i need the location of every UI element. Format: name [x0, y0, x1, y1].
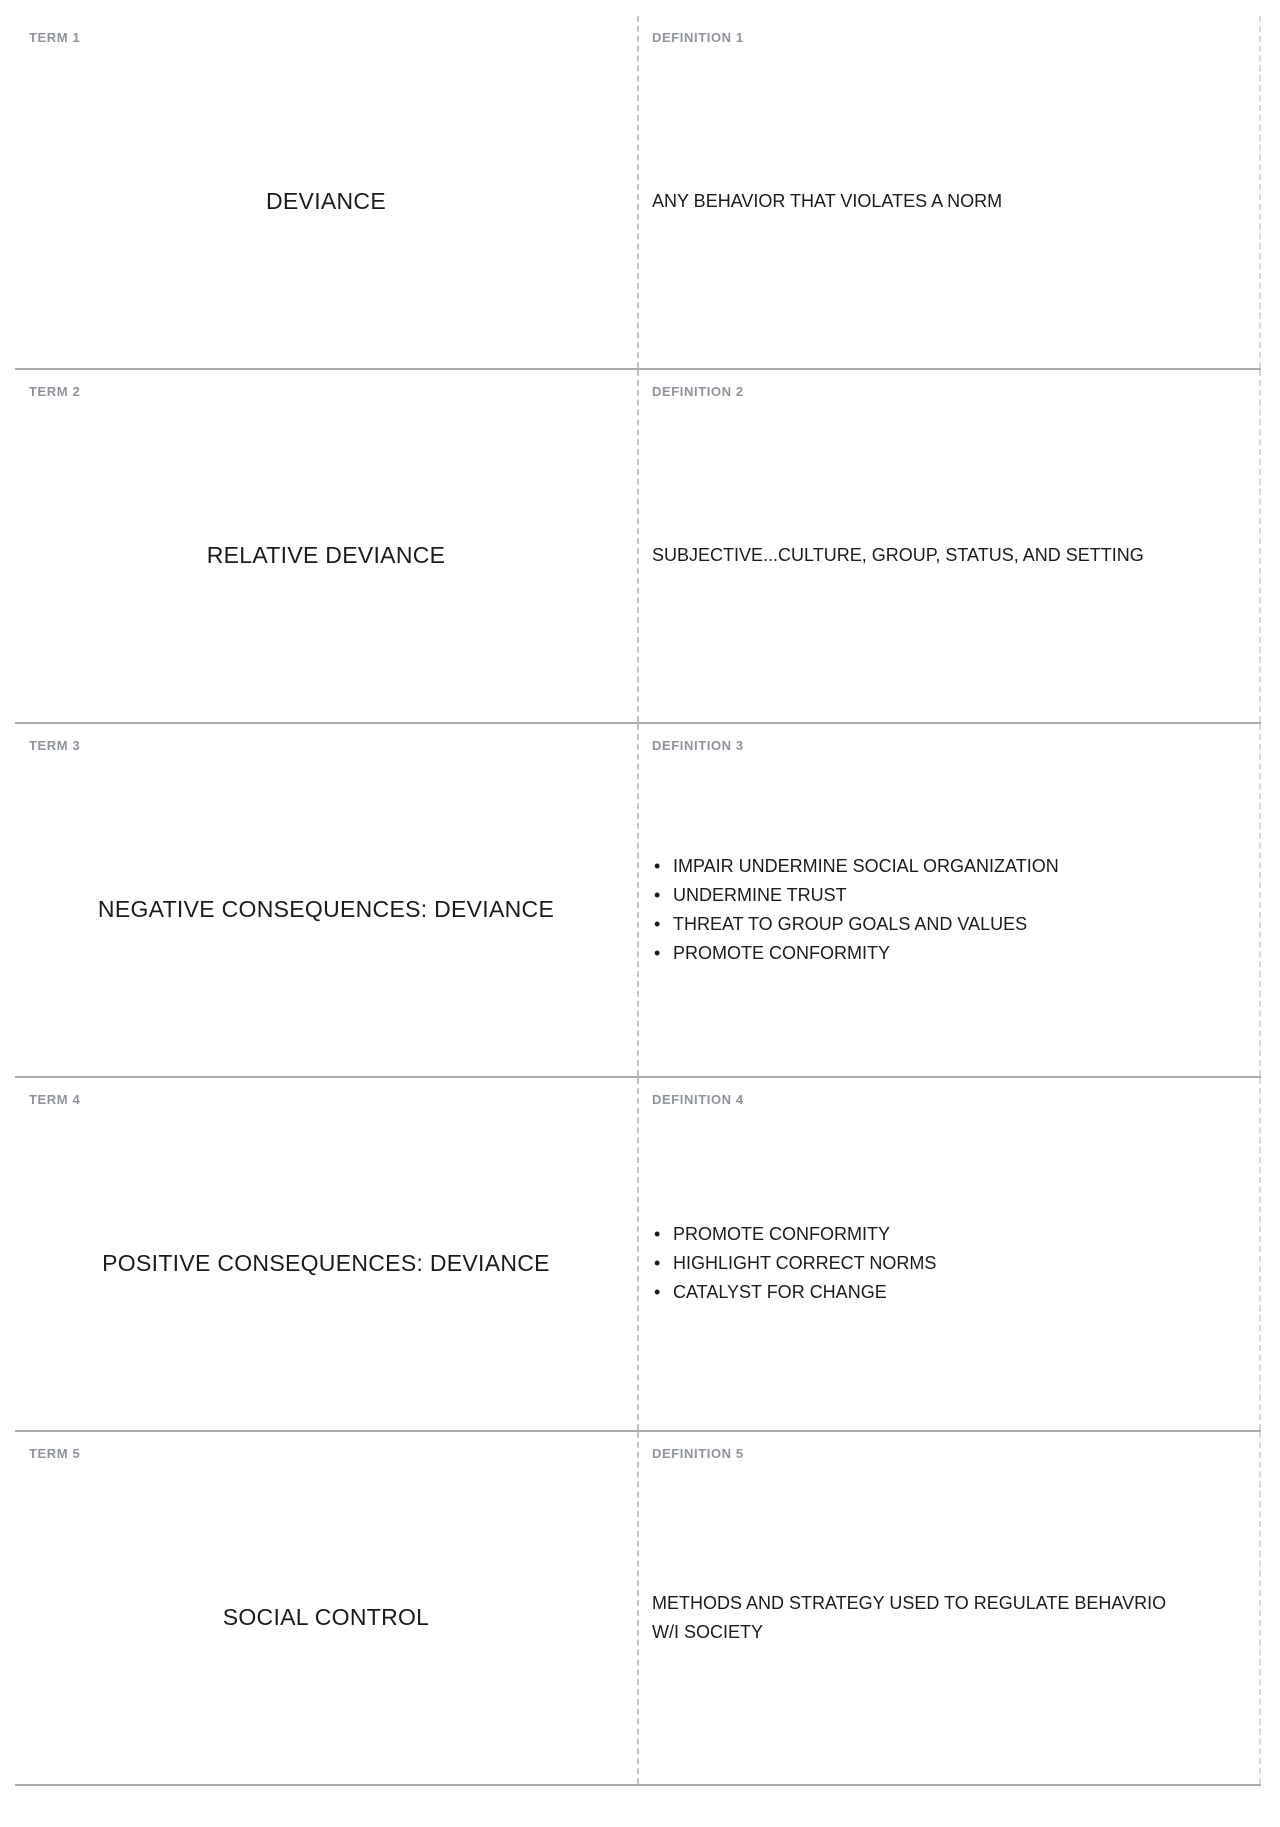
flashcard-sheet: TERM 1 DEVIANCE DEFINITION 1 ANY BEHAVIO… — [15, 16, 1261, 1786]
term-label: TERM 5 — [29, 1446, 81, 1461]
definition-bullet-item: PROMOTE CONFORMITY — [652, 939, 1059, 968]
flashcard-row: TERM 2 RELATIVE DEVIANCE DEFINITION 2 SU… — [15, 370, 1261, 724]
term-cell: TERM 3 NEGATIVE CONSEQUENCES: DEVIANCE — [15, 724, 639, 1076]
definition-bullet-item: HIGHLIGHT CORRECT NORMS — [652, 1249, 936, 1278]
definition-cell: DEFINITION 3 IMPAIR UNDERMINE SOCIAL ORG… — [639, 724, 1261, 1076]
definition-cell: DEFINITION 5 METHODS AND STRATEGY USED T… — [639, 1432, 1261, 1784]
term-cell: TERM 1 DEVIANCE — [15, 16, 639, 368]
term-text: RELATIVE DEVIANCE — [206, 542, 446, 568]
term-cell: TERM 2 RELATIVE DEVIANCE — [15, 370, 639, 722]
flashcard-row: TERM 5 SOCIAL CONTROL DEFINITION 5 METHO… — [15, 1432, 1261, 1786]
definition-text: ANY BEHAVIOR THAT VIOLATES A NORM — [652, 191, 1003, 211]
term-body: POSITIVE CONSEQUENCES: DEVIANCE — [29, 1107, 623, 1420]
definition-text: SUBJECTIVE...CULTURE, GROUP, STATUS, AND… — [652, 545, 1144, 565]
definition-bullet-item: PROMOTE CONFORMITY — [652, 1220, 936, 1249]
term-cell: TERM 4 POSITIVE CONSEQUENCES: DEVIANCE — [15, 1078, 639, 1430]
definition-body: ANY BEHAVIOR THAT VIOLATES A NORM — [652, 45, 1243, 358]
definition-text: METHODS AND STRATEGY USED TO REGULATE BE… — [652, 1592, 1167, 1642]
definition-body: PROMOTE CONFORMITY HIGHLIGHT CORRECT NOR… — [652, 1107, 1243, 1420]
definition-label: DEFINITION 3 — [652, 738, 744, 753]
definition-label: DEFINITION 5 — [652, 1446, 744, 1461]
definition-cell: DEFINITION 1 ANY BEHAVIOR THAT VIOLATES … — [639, 16, 1261, 368]
term-label: TERM 3 — [29, 738, 81, 753]
term-cell: TERM 5 SOCIAL CONTROL — [15, 1432, 639, 1784]
term-body: NEGATIVE CONSEQUENCES: DEVIANCE — [29, 753, 623, 1066]
definition-cell: DEFINITION 4 PROMOTE CONFORMITY HIGHLIGH… — [639, 1078, 1261, 1430]
term-label: TERM 1 — [29, 30, 81, 45]
term-text: SOCIAL CONTROL — [222, 1604, 430, 1630]
definition-label: DEFINITION 2 — [652, 384, 744, 399]
definition-label: DEFINITION 4 — [652, 1092, 744, 1107]
definition-bullet-item: CATALYST FOR CHANGE — [652, 1278, 936, 1307]
term-text: DEVIANCE — [266, 188, 386, 214]
definition-body: METHODS AND STRATEGY USED TO REGULATE BE… — [652, 1461, 1243, 1774]
flashcard-row: TERM 1 DEVIANCE DEFINITION 1 ANY BEHAVIO… — [15, 16, 1261, 370]
definition-body: IMPAIR UNDERMINE SOCIAL ORGANIZATION UND… — [652, 753, 1243, 1066]
term-label: TERM 4 — [29, 1092, 81, 1107]
term-body: SOCIAL CONTROL — [29, 1461, 623, 1774]
term-text: POSITIVE CONSEQUENCES: DEVIANCE — [102, 1250, 550, 1276]
term-text: NEGATIVE CONSEQUENCES: DEVIANCE — [97, 896, 555, 922]
flashcard-row: TERM 3 NEGATIVE CONSEQUENCES: DEVIANCE D… — [15, 724, 1261, 1078]
definition-label: DEFINITION 1 — [652, 30, 744, 45]
term-body: DEVIANCE — [29, 45, 623, 358]
term-label: TERM 2 — [29, 384, 81, 399]
definition-bullet-item: THREAT TO GROUP GOALS AND VALUES — [652, 910, 1059, 939]
definition-cell: DEFINITION 2 SUBJECTIVE...CULTURE, GROUP… — [639, 370, 1261, 722]
flashcard-row: TERM 4 POSITIVE CONSEQUENCES: DEVIANCE D… — [15, 1078, 1261, 1432]
definition-bullet-item: IMPAIR UNDERMINE SOCIAL ORGANIZATION — [652, 852, 1059, 881]
definition-bullets: IMPAIR UNDERMINE SOCIAL ORGANIZATION UND… — [652, 852, 1059, 968]
definition-body: SUBJECTIVE...CULTURE, GROUP, STATUS, AND… — [652, 399, 1243, 712]
definition-bullets: PROMOTE CONFORMITY HIGHLIGHT CORRECT NOR… — [652, 1220, 936, 1307]
definition-bullet-item: UNDERMINE TRUST — [652, 881, 1059, 910]
term-body: RELATIVE DEVIANCE — [29, 399, 623, 712]
